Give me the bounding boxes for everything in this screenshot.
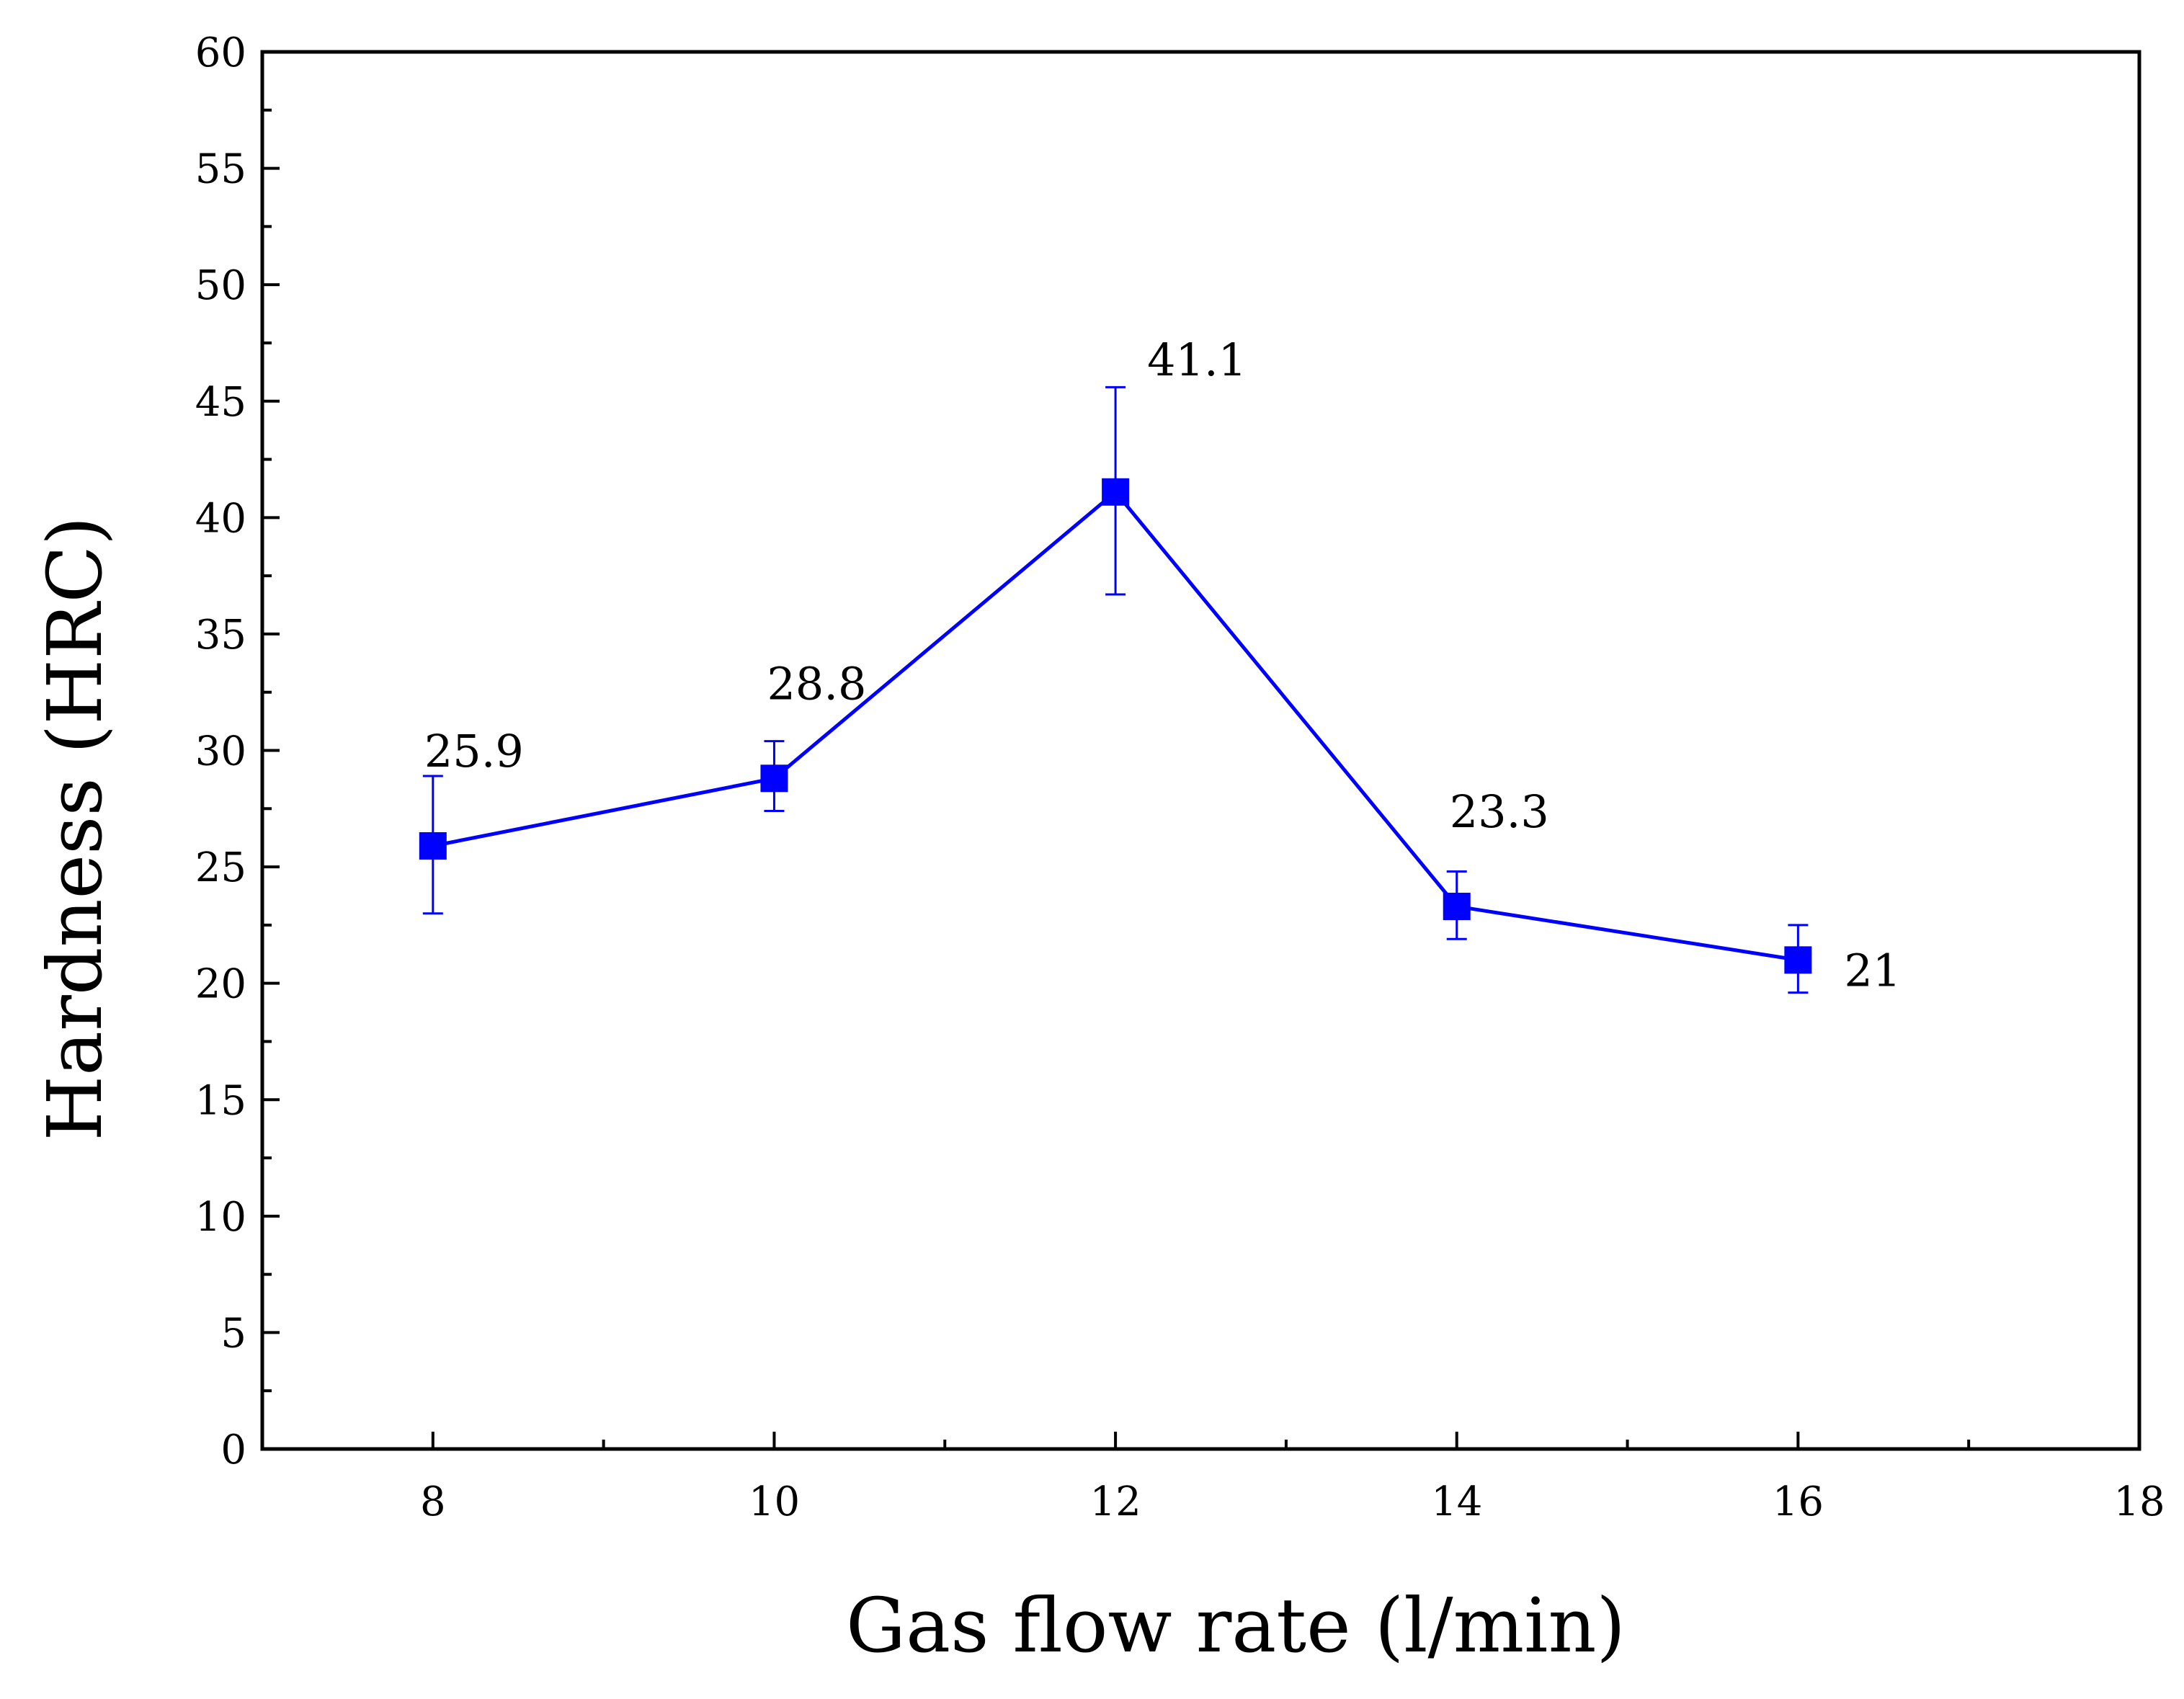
data-label: 25.9 <box>424 725 524 777</box>
data-label: 28.8 <box>767 657 866 710</box>
data-label: 41.1 <box>1147 334 1247 386</box>
data-point <box>419 831 447 860</box>
x-tick-label: 10 <box>749 1479 800 1525</box>
y-tick-label: 20 <box>195 961 246 1008</box>
x-tick-label: 16 <box>1773 1479 1824 1525</box>
y-tick-label: 25 <box>195 844 246 891</box>
y-tick-label: 60 <box>195 30 246 76</box>
axes: 0 5 10 15 20 25 30 35 40 45 50 55 60 8 10 12 14 16 18 <box>195 30 2165 1525</box>
series-layer: 25.9 28.8 41.1 23.3 21 <box>419 334 1901 996</box>
x-tick-label: 12 <box>1089 1479 1141 1525</box>
y-tick-label: 5 <box>220 1310 246 1357</box>
y-tick-label: 40 <box>195 495 246 542</box>
data-point <box>1443 893 1471 921</box>
x-tick-label: 8 <box>420 1479 446 1525</box>
y-axis-title: Hardness (HRC) <box>31 516 119 1141</box>
data-label: 21 <box>1844 944 1901 996</box>
y-tick-label: 0 <box>220 1427 246 1473</box>
x-tick-label: 18 <box>2113 1479 2165 1525</box>
data-label: 23.3 <box>1450 785 1549 838</box>
y-tick-label: 50 <box>195 262 246 309</box>
y-tick-label: 10 <box>195 1194 246 1241</box>
data-point <box>1102 478 1130 506</box>
y-tick-label: 30 <box>195 728 246 775</box>
data-point <box>1784 946 1812 974</box>
y-tick-label: 35 <box>195 612 246 659</box>
data-point <box>760 764 788 793</box>
y-tick-label: 55 <box>195 146 246 193</box>
x-tick-label: 14 <box>1431 1479 1482 1525</box>
y-tick-label: 45 <box>195 379 246 426</box>
y-tick-label: 15 <box>195 1077 246 1124</box>
x-axis-title: Gas flow rate (l/min) <box>846 1582 1626 1669</box>
